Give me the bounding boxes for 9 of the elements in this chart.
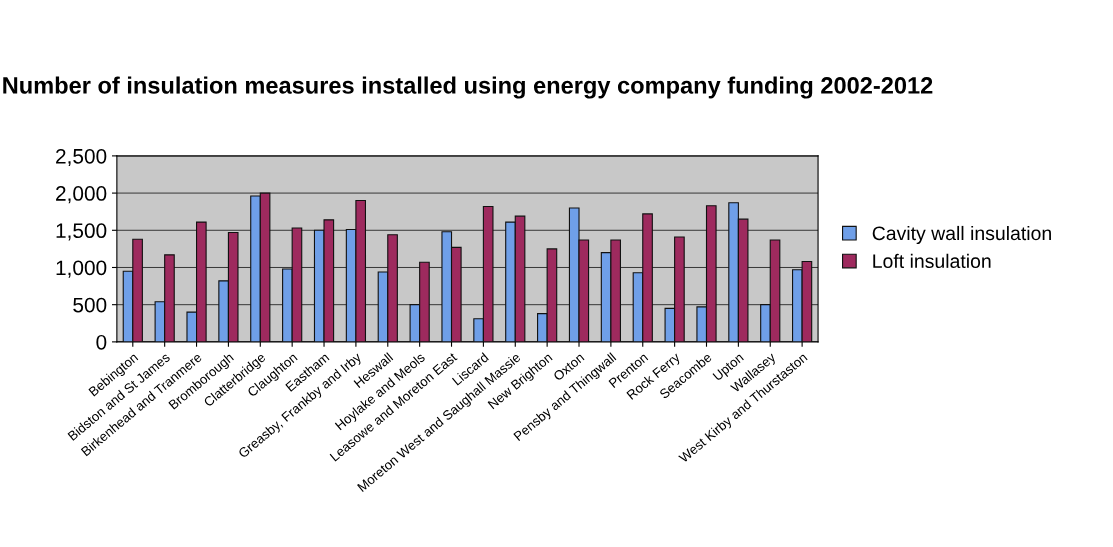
chart-title: Number of insulation measures installed using energy company funding 2002-2012 [3,76,933,99]
legend-label: Cavity wall insulation [872,225,1051,245]
y-tick-label: 1,000 [56,260,107,278]
y-tick-label: 2,500 [56,148,107,167]
y-tick-label: 2,000 [56,186,107,204]
y-tick-label: 500 [73,297,107,313]
legend-label: Loft insulation [873,253,991,269]
y-tick-label: 1,500 [56,223,107,241]
y-tick-label: 0 [96,334,107,350]
